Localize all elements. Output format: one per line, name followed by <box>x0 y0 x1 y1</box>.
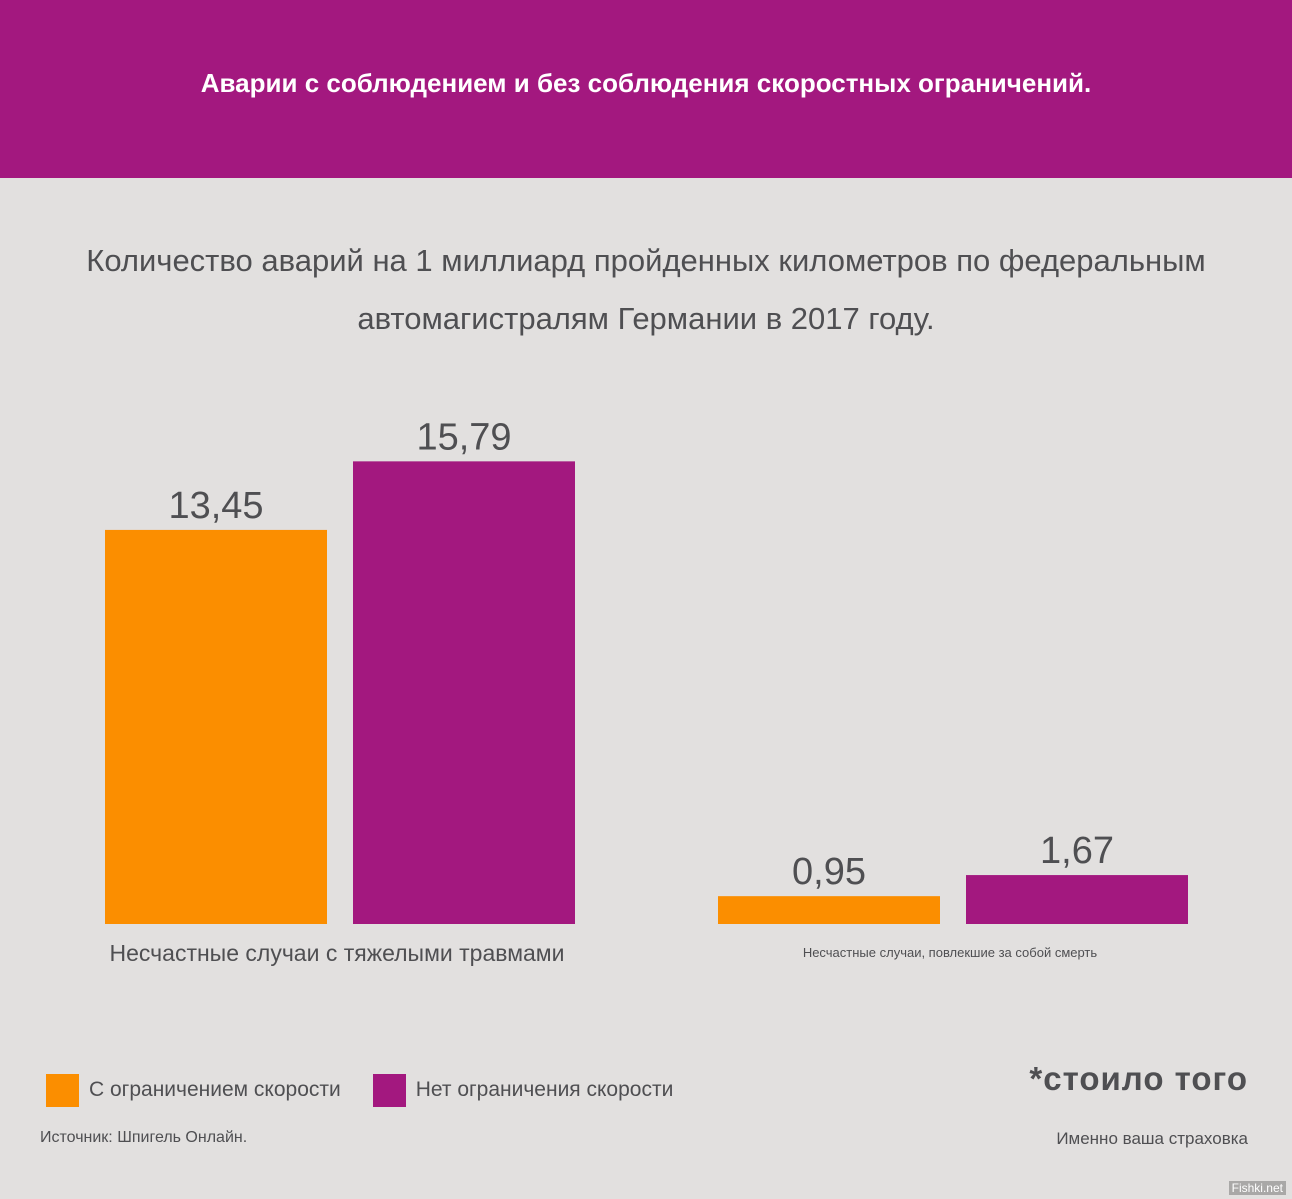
header-banner: Аварии с соблюдением и без соблюдения ск… <box>0 0 1292 178</box>
value-label-injuries-no-limit: 15,79 <box>416 416 511 458</box>
value-label-injuries-with-limit: 13,45 <box>168 485 263 527</box>
bar-deaths-with-limit <box>718 896 940 924</box>
legend-item-no-limit: Нет ограничения скорости <box>372 1073 674 1107</box>
value-label-deaths-with-limit: 0,95 <box>792 851 866 893</box>
legend: С ограничением скорости Нет ограничения … <box>46 1073 705 1107</box>
source-note: Источник: Шпигель Онлайн. <box>40 1129 248 1146</box>
legend-swatch-orange <box>46 1073 79 1107</box>
tagline: *стоило того <box>1029 1060 1248 1097</box>
watermark: Fishki.net <box>1228 1181 1286 1195</box>
legend-label-with-limit: С ограничением скорости <box>89 1078 341 1101</box>
legend-swatch-purple <box>372 1073 406 1107</box>
subtitle-line-1: Количество аварий на 1 миллиард пройденн… <box>86 243 1206 278</box>
bar-deaths-no-limit <box>966 875 1188 924</box>
tagline-sub: Именно ваша страховка <box>1056 1129 1248 1148</box>
chart-subtitle: Количество аварий на 1 миллиард пройденн… <box>60 232 1232 348</box>
header-title: Аварии с соблюдением и без соблюдения ск… <box>200 68 1092 98</box>
category-label-injuries: Несчастные случаи с тяжелыми травмами <box>109 940 565 966</box>
category-label-deaths: Несчастные случаи, повлекшие за собой см… <box>802 945 1098 960</box>
value-label-deaths-no-limit: 1,67 <box>1040 830 1114 872</box>
bar-injuries-no-limit <box>353 461 575 924</box>
bar-injuries-with-limit <box>105 529 327 924</box>
legend-item-with-limit: С ограничением скорости <box>46 1073 341 1107</box>
subtitle-line-2: автомагистралям Германии в 2017 году. <box>357 301 935 336</box>
legend-label-no-limit: Нет ограничения скорости <box>415 1078 674 1101</box>
